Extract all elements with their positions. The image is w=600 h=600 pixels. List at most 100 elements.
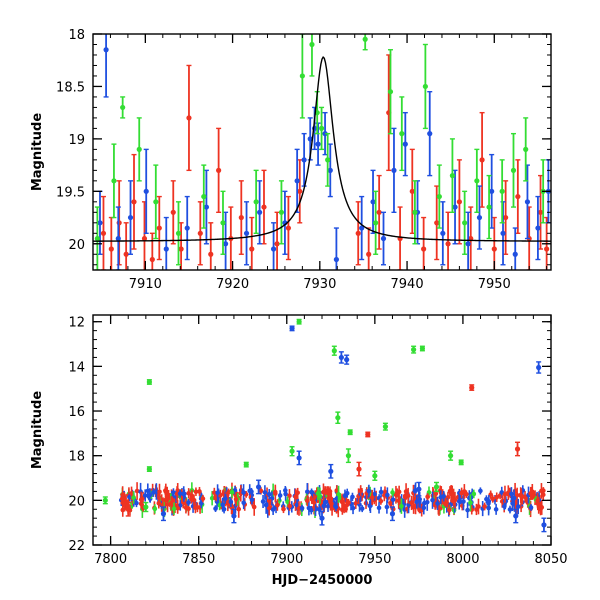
top-model-curve xyxy=(93,55,551,242)
top-data-point xyxy=(465,241,471,247)
bottom-panel: 7800 7850 7900 7950 8000 8050 12 14 16 18 20 22 Mag… xyxy=(30,314,568,588)
top-data-point xyxy=(359,225,365,231)
top-data-point xyxy=(474,178,480,184)
bottom-band-point xyxy=(465,507,470,513)
top-data-point xyxy=(523,146,529,152)
bottom-band-point xyxy=(412,488,418,494)
bottom-band-point xyxy=(228,499,234,505)
bottom-band-point xyxy=(384,504,390,510)
bottom-band-point xyxy=(490,496,496,502)
top-data-point xyxy=(544,246,550,252)
bottom-band-point xyxy=(476,504,481,509)
top-data-point xyxy=(285,225,292,231)
bottom-band-point xyxy=(287,503,292,509)
top-data-point xyxy=(449,173,456,179)
bottom-band-point xyxy=(353,501,359,506)
bottom-band-point xyxy=(213,506,218,511)
bottom-data-point xyxy=(389,511,396,517)
bottom-band-point xyxy=(396,498,401,503)
top-data-point xyxy=(201,193,207,200)
bottom-data-point xyxy=(411,347,417,353)
bottom-band-point xyxy=(390,497,396,503)
top-data-point xyxy=(274,241,280,247)
top-data-point xyxy=(535,225,541,231)
bottom-band-point xyxy=(535,498,540,503)
bottom-band-point xyxy=(519,494,524,499)
bottom-band-point xyxy=(390,490,395,495)
bottom-band-point xyxy=(462,489,467,494)
bottom-data-point xyxy=(541,522,547,528)
bottom-band-point xyxy=(414,499,420,505)
top-data-point xyxy=(515,193,521,200)
top-series-group xyxy=(94,34,551,270)
top-data-point xyxy=(103,47,109,53)
top-x-tick-label: 7920 xyxy=(216,277,249,292)
bottom-data-point xyxy=(328,468,334,474)
bottom-data-point xyxy=(458,459,464,465)
top-data-point xyxy=(170,209,176,215)
top-data-point xyxy=(445,241,451,247)
bottom-band-point xyxy=(316,507,322,512)
bottom-data-point xyxy=(231,513,237,519)
top-data-point xyxy=(94,235,100,242)
bottom-ticks: 7800 7850 7900 7950 8000 8050 12 14 16 18 20 22 xyxy=(68,315,568,567)
top-data-point xyxy=(499,188,505,194)
top-data-point xyxy=(136,146,142,152)
bottom-y-tick-label: 18 xyxy=(68,450,85,465)
bottom-band-point xyxy=(295,490,300,496)
bottom-band-point xyxy=(441,493,446,499)
top-data-point xyxy=(402,141,408,147)
top-data-point xyxy=(412,209,418,215)
bottom-data-point xyxy=(345,453,352,459)
bottom-band-group xyxy=(118,482,546,519)
top-data-point xyxy=(427,131,433,137)
bottom-series-group xyxy=(102,318,547,533)
bottom-band-point xyxy=(197,489,202,494)
bottom-band-point xyxy=(236,506,242,512)
bottom-band-point xyxy=(478,488,483,494)
bottom-band-point xyxy=(411,504,416,510)
bottom-data-point xyxy=(536,364,542,371)
bottom-band-point xyxy=(263,502,269,508)
bottom-y-tick-label: 20 xyxy=(68,494,85,509)
top-data-point xyxy=(512,251,518,257)
top-data-point xyxy=(203,204,210,210)
top-data-point xyxy=(325,157,331,163)
bottom-band-point xyxy=(145,488,151,494)
bottom-band-point xyxy=(378,489,384,495)
bottom-band-point xyxy=(452,497,458,503)
bottom-band-point xyxy=(266,491,272,497)
bottom-band-point xyxy=(222,496,228,501)
bottom-data-point xyxy=(296,319,302,325)
bottom-band-point xyxy=(344,490,350,496)
bottom-band-point xyxy=(471,491,477,497)
top-x-tick-label: 7950 xyxy=(478,277,511,292)
top-data-point xyxy=(278,209,285,215)
top-data-point xyxy=(376,209,382,215)
top-data-point xyxy=(243,230,250,236)
bottom-band-point xyxy=(226,489,231,495)
bottom-band-point xyxy=(270,507,276,512)
top-x-tick-label: 7930 xyxy=(303,277,336,292)
bottom-data-point xyxy=(160,511,167,517)
bottom-band-point xyxy=(258,488,264,494)
bottom-data-point xyxy=(289,448,295,454)
bottom-band-point xyxy=(193,489,199,495)
bottom-band-point xyxy=(430,497,435,503)
bottom-data-point xyxy=(335,415,341,421)
bottom-band-point xyxy=(493,507,499,512)
bottom-x-tick-label: 7800 xyxy=(94,552,127,567)
bottom-band-point xyxy=(358,488,364,494)
top-data-point xyxy=(163,246,169,252)
top-y-tick-label: 19.5 xyxy=(56,185,85,200)
top-data-point xyxy=(327,167,333,173)
top-frame xyxy=(92,33,552,271)
top-data-point xyxy=(434,220,440,226)
top-data-point xyxy=(370,199,376,205)
bottom-band-point xyxy=(285,499,290,505)
bottom-data-point xyxy=(372,473,378,479)
top-data-point xyxy=(184,225,190,231)
bottom-band-point xyxy=(249,489,254,494)
bottom-band-point xyxy=(241,500,247,506)
bottom-band-point xyxy=(209,495,215,501)
